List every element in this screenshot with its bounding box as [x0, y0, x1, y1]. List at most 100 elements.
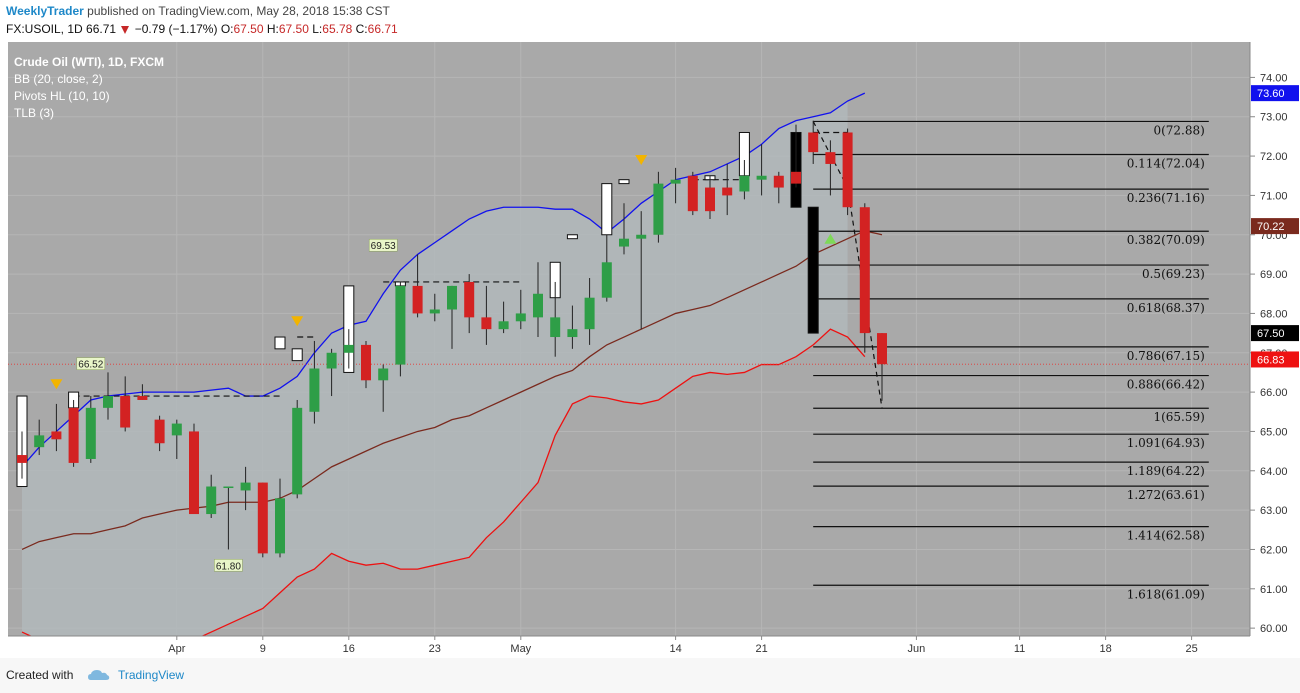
time-tick-label: 11 [1014, 643, 1025, 655]
candle-body [791, 171, 801, 184]
price-tick-label: 73.00 [1260, 112, 1288, 124]
candle-body [85, 407, 96, 459]
pivot-low-marker [824, 233, 837, 244]
candle-body [412, 285, 423, 314]
candle-body [808, 132, 819, 153]
candle-body [550, 317, 561, 338]
price-label: 66.83 [1257, 354, 1285, 366]
fib-level-label: 1.189(64.22) [1127, 464, 1205, 478]
candle-body [670, 179, 681, 184]
candle-body [223, 486, 234, 489]
candle-body [378, 368, 389, 381]
time-tick-label: Apr [168, 643, 185, 655]
candle-body [429, 309, 440, 314]
candle-body [773, 175, 784, 188]
candle-body [275, 498, 285, 554]
candle-body [533, 293, 543, 318]
candle-body [240, 482, 251, 491]
pivot-high-marker [291, 316, 304, 327]
pivot-label-box [214, 559, 243, 572]
candle-body [464, 281, 475, 318]
publish-line: WeeklyTrader published on TradingView.co… [6, 4, 390, 18]
price-change: −0.79 (−1.17%) [134, 22, 218, 36]
candle-body [343, 344, 354, 353]
candle-body [34, 435, 45, 448]
candle-body [171, 423, 182, 436]
publish-info: published on TradingView.com, May 28, 20… [87, 4, 390, 18]
high-label: H: [266, 22, 279, 36]
fib-level-label: 0.618(68.37) [1127, 301, 1205, 315]
pivot-label: 69.53 [371, 241, 396, 252]
bb-basis-line [21, 230, 883, 551]
price-chart[interactable]: 0(72.88) 0.114(72.04) 0.236(71.16) 0.382(70… [0, 42, 1300, 658]
fib-level-label: 1(65.59) [1153, 410, 1204, 424]
price-label-box [1251, 85, 1299, 102]
price-axis [1250, 42, 1300, 658]
time-tick-label: 25 [1185, 643, 1197, 655]
price-tick-label: 60.00 [1260, 623, 1288, 635]
candle-body [189, 431, 199, 515]
time-tick-label: 18 [1099, 643, 1111, 655]
pivot-label: 61.80 [216, 561, 241, 572]
candle-body [257, 482, 268, 554]
low-value: 65.78 [322, 22, 353, 36]
legend-tlb[interactable]: TLB (3) [14, 106, 55, 120]
ohlc-line: FX:USOIL, 1D 66.71 −0.79 (−1.17%) O:67.5… [6, 22, 398, 36]
low-label: L: [312, 22, 323, 36]
tlb-box [566, 234, 578, 240]
symbol-label: FX:USOIL, 1D [6, 22, 83, 36]
candle-body [601, 262, 612, 298]
time-tick-label: Jun [908, 643, 926, 655]
candle-body [498, 321, 509, 330]
tradingview-link[interactable]: TradingView [118, 668, 185, 682]
close-value: 66.71 [367, 22, 398, 36]
price-tick-label: 64.00 [1260, 466, 1288, 478]
fib-level-label: 0.382(70.09) [1127, 233, 1205, 247]
candle-body [515, 313, 526, 322]
legend-bb[interactable]: BB (20, close, 2) [14, 72, 103, 86]
candle-body [395, 285, 406, 365]
tlb-box [274, 336, 286, 350]
fib-level-label: 0.236(71.16) [1127, 191, 1205, 205]
time-tick-label: 16 [343, 643, 355, 655]
candle-body [481, 317, 492, 330]
legend-pivots[interactable]: Pivots HL (10, 10) [14, 89, 110, 103]
candle-body [584, 297, 595, 330]
candle-body [447, 285, 457, 310]
pivot-label-box [368, 238, 398, 252]
time-axis [0, 636, 1300, 658]
candle-body [361, 344, 371, 381]
tlb-box [291, 348, 303, 362]
candle-body [722, 187, 733, 196]
fib-level-label: 1.618(61.09) [1127, 587, 1205, 601]
candle-body [68, 407, 79, 463]
last-price: 66.71 [86, 22, 117, 36]
price-tick-label: 63.00 [1260, 505, 1288, 517]
time-tick-label: 14 [669, 643, 681, 655]
tlb-box [807, 206, 819, 334]
author-link[interactable]: WeeklyTrader [6, 4, 84, 18]
candle-body [687, 175, 698, 212]
candle-body [292, 407, 303, 495]
price-label-box [1251, 218, 1299, 235]
price-tick-label: 72.00 [1260, 151, 1288, 163]
candle-body [739, 175, 750, 192]
price-tick-label: 71.00 [1260, 190, 1288, 202]
time-tick-label: 9 [260, 643, 266, 655]
price-label-box [1251, 325, 1299, 342]
candle-body [51, 431, 62, 440]
fib-level-label: 0(72.88) [1153, 123, 1204, 137]
price-tick-label: 66.00 [1260, 387, 1288, 399]
candle-body [103, 396, 113, 408]
open-label: O: [220, 22, 234, 36]
candle-body [567, 329, 578, 338]
fib-level-label: 1.272(63.61) [1127, 488, 1205, 502]
chart-header: WeeklyTrader published on TradingView.co… [0, 0, 1300, 42]
candle-body [636, 234, 647, 239]
fib-level-label: 0.5(69.23) [1142, 267, 1205, 281]
price-tick-label: 74.00 [1260, 72, 1288, 84]
pivot-label: 66.52 [78, 360, 103, 371]
time-tick-label: May [510, 643, 531, 655]
candle-body [154, 419, 165, 444]
footer: Created with TradingView [0, 658, 1300, 693]
